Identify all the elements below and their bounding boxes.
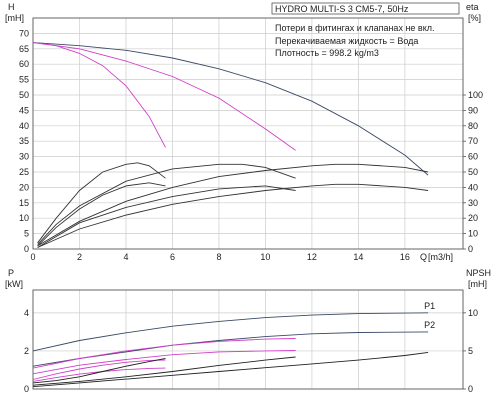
left-axis-unit: [kW]: [5, 279, 23, 289]
right-tick-label: 60: [468, 152, 478, 162]
x-tick-label: 0: [30, 252, 35, 262]
left-tick-label: 4: [24, 308, 29, 318]
series-label: P1: [424, 301, 435, 311]
left-tick-label: 5: [24, 229, 29, 239]
right-tick-label: 40: [468, 182, 478, 192]
left-tick-label: 0: [24, 244, 29, 254]
x-axis-label: Q: [420, 252, 427, 262]
series-line: [32, 358, 166, 384]
left-tick-label: 45: [19, 105, 29, 115]
left-tick-label: 30: [19, 152, 29, 162]
right-tick-label: 70: [468, 136, 478, 146]
x-tick-label: 14: [353, 252, 363, 262]
right-axis-label: eta: [466, 2, 479, 12]
left-tick-label: 40: [19, 121, 29, 131]
right-tick-label: 10: [468, 229, 478, 239]
series-line: [32, 42, 296, 151]
left-tick-label: 55: [19, 75, 29, 85]
right-axis-unit: [mH]: [468, 279, 487, 289]
left-tick-label: 15: [19, 198, 29, 208]
right-axis-unit: [%]: [468, 13, 481, 23]
right-tick-label: 20: [468, 213, 478, 223]
series-line: [37, 162, 166, 244]
series-line: [37, 163, 429, 247]
series-line: [37, 183, 429, 248]
info-box: [271, 2, 460, 15]
right-tick-label: 30: [468, 198, 478, 208]
right-tick-label: 50: [468, 167, 478, 177]
plot-area: [33, 290, 463, 389]
head-efficiency-plot: 0 2 4 6 8 10 12 14 16 0 5 10 15 20 25 30 35 40 45 50 55 60 65 7…: [5, 2, 483, 262]
left-tick-label: 35: [19, 136, 29, 146]
right-tick-label: 10: [468, 308, 478, 318]
plot-frame: [32, 17, 464, 250]
x-tick-label: 6: [170, 252, 175, 262]
series-line: [32, 350, 296, 375]
left-tick-label: 65: [19, 44, 29, 54]
right-tick-label: 0: [468, 384, 473, 394]
x-tick-label: 2: [77, 252, 82, 262]
left-tick-label: 20: [19, 182, 29, 192]
right-tick-label: 5: [468, 346, 473, 356]
left-tick-label: 0: [24, 384, 29, 394]
plot-area: [33, 18, 463, 249]
series-line: [32, 312, 429, 352]
x-tick-label: 16: [400, 252, 410, 262]
left-tick-label: 50: [19, 90, 29, 100]
series-label: P2: [424, 320, 435, 330]
right-tick-label: 0: [468, 244, 473, 254]
left-axis-label: P: [8, 268, 14, 278]
series-line: [32, 42, 429, 176]
left-tick-label: 10: [19, 213, 29, 223]
right-tick-label: 100: [468, 90, 483, 100]
series-line: [32, 338, 296, 369]
left-tick-label: 25: [19, 167, 29, 177]
right-axis-label: NPSH: [466, 268, 491, 278]
series-line: [37, 182, 166, 247]
x-axis-unit: [m3/h]: [428, 252, 453, 262]
note-liquid: Перекачиваемая жидкость = Вода: [275, 36, 418, 46]
x-tick-label: 4: [123, 252, 128, 262]
series-line: [37, 163, 296, 245]
left-tick-label: 70: [19, 28, 29, 38]
chart-title: HYDRO MULTI-S 3 CM5-7, 50Hz: [275, 4, 409, 14]
note-fittings: Потери в фитингах и клапанах не вкл.: [275, 23, 435, 33]
series-line: [32, 351, 429, 388]
left-tick-label: 60: [19, 59, 29, 69]
note-density: Плотность = 998.2 kg/m3: [275, 48, 379, 58]
x-tick-label: 12: [307, 252, 317, 262]
x-tick-label: 8: [216, 252, 221, 262]
series-line: [37, 185, 296, 248]
right-tick-label: 80: [468, 121, 478, 131]
series-line: [32, 359, 166, 380]
left-tick-label: 2: [24, 346, 29, 356]
left-axis-unit: [mH]: [5, 13, 24, 23]
plot-frame: [32, 289, 464, 390]
series-line: [32, 356, 296, 386]
x-tick-label: 10: [260, 252, 270, 262]
left-axis-label: H: [8, 2, 15, 12]
right-tick-label: 90: [468, 105, 478, 115]
power-npsh-plot: 0 2 4 0 5 10 P[kW] NPSH[mH] P1 P2: [5, 268, 491, 394]
